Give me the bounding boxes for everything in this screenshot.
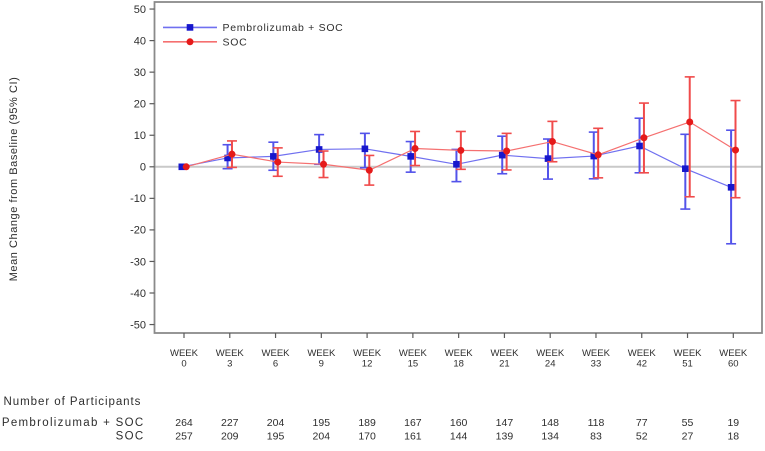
svg-text:52: 52: [636, 431, 648, 443]
svg-text:3: 3: [227, 359, 232, 370]
svg-text:-10: -10: [130, 193, 146, 205]
svg-text:51: 51: [682, 359, 693, 370]
svg-text:WEEK: WEEK: [262, 348, 291, 359]
svg-text:19: 19: [727, 417, 739, 429]
svg-text:160: 160: [450, 417, 468, 429]
svg-text:204: 204: [313, 431, 331, 443]
svg-text:WEEK: WEEK: [307, 348, 336, 359]
svg-text:161: 161: [404, 431, 422, 443]
svg-text:209: 209: [221, 431, 239, 443]
svg-text:WEEK: WEEK: [399, 348, 428, 359]
svg-text:24: 24: [545, 359, 556, 370]
svg-text:264: 264: [175, 417, 193, 429]
svg-text:147: 147: [496, 417, 514, 429]
svg-text:0: 0: [140, 162, 146, 174]
svg-text:WEEK: WEEK: [353, 348, 382, 359]
svg-text:167: 167: [404, 417, 422, 429]
svg-text:18: 18: [727, 431, 739, 443]
svg-text:WEEK: WEEK: [628, 348, 657, 359]
svg-text:195: 195: [267, 431, 285, 443]
svg-text:WEEK: WEEK: [490, 348, 519, 359]
svg-text:42: 42: [636, 359, 647, 370]
svg-text:83: 83: [590, 431, 602, 443]
svg-text:-30: -30: [130, 256, 146, 268]
svg-text:12: 12: [362, 359, 373, 370]
svg-text:0: 0: [181, 359, 186, 370]
svg-text:Pembrolizumab + SOC: Pembrolizumab + SOC: [223, 22, 344, 34]
svg-text:6: 6: [273, 359, 278, 370]
svg-text:9: 9: [319, 359, 324, 370]
svg-text:-20: -20: [130, 225, 146, 237]
svg-text:Pembrolizumab + SOC: Pembrolizumab + SOC: [2, 417, 145, 429]
svg-text:139: 139: [496, 431, 514, 443]
svg-text:148: 148: [541, 417, 559, 429]
svg-text:21: 21: [499, 359, 510, 370]
svg-text:-40: -40: [130, 288, 146, 300]
svg-text:Number of Participants: Number of Participants: [4, 396, 142, 408]
svg-text:204: 204: [267, 417, 285, 429]
svg-text:WEEK: WEEK: [582, 348, 611, 359]
svg-text:WEEK: WEEK: [445, 348, 474, 359]
svg-text:Mean Change from Baseline (95%: Mean Change from Baseline (95% CI): [8, 77, 20, 282]
svg-text:195: 195: [313, 417, 331, 429]
svg-text:134: 134: [541, 431, 559, 443]
svg-text:-50: -50: [130, 319, 146, 331]
svg-text:WEEK: WEEK: [216, 348, 245, 359]
svg-text:227: 227: [221, 417, 239, 429]
svg-text:144: 144: [450, 431, 468, 443]
svg-text:257: 257: [175, 431, 193, 443]
svg-text:SOC: SOC: [116, 431, 145, 443]
svg-text:15: 15: [408, 359, 419, 370]
svg-text:20: 20: [134, 99, 146, 111]
svg-text:50: 50: [134, 4, 146, 16]
svg-text:118: 118: [588, 417, 605, 429]
svg-text:33: 33: [591, 359, 602, 370]
svg-text:30: 30: [134, 67, 146, 79]
svg-text:27: 27: [682, 431, 694, 443]
svg-text:WEEK: WEEK: [170, 348, 199, 359]
svg-text:18: 18: [453, 359, 464, 370]
svg-text:189: 189: [358, 417, 376, 429]
svg-text:55: 55: [682, 417, 694, 429]
svg-text:WEEK: WEEK: [536, 348, 565, 359]
svg-text:WEEK: WEEK: [674, 348, 703, 359]
svg-text:WEEK: WEEK: [719, 348, 748, 359]
svg-text:60: 60: [728, 359, 739, 370]
svg-text:77: 77: [636, 417, 648, 429]
svg-text:10: 10: [134, 130, 146, 142]
svg-text:170: 170: [358, 431, 376, 443]
svg-text:40: 40: [134, 35, 146, 47]
svg-text:SOC: SOC: [223, 36, 248, 48]
